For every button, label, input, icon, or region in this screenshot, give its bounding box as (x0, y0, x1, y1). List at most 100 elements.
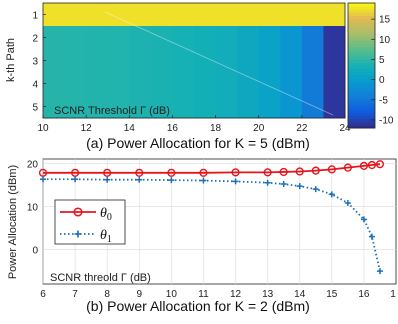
colorbar: 15 10 5 0 -5 -10 (347, 2, 394, 129)
heatmap-cell (323, 95, 346, 119)
colorbar-segment (348, 103, 375, 107)
heatmap-cell (43, 72, 65, 96)
heatmap-x-tick-label: 22 (296, 123, 308, 134)
heatmap-y-ticks: 1 2 3 4 5 (32, 11, 46, 114)
colorbar-segment (348, 18, 375, 23)
heatmap-y-tick-label: 2 (32, 34, 38, 45)
colorbar-segment (348, 68, 375, 73)
heatmap-diagonal (104, 11, 334, 116)
heatmap-cell (301, 72, 324, 96)
data-point-theta1 (312, 186, 319, 193)
legend-marker-theta0 (73, 207, 83, 217)
heatmap-cell (107, 3, 130, 27)
heatmap-cell (258, 49, 281, 73)
colorbar-segment (348, 28, 375, 32)
heatmap-cell (129, 3, 152, 27)
heatmap-cell (107, 95, 130, 119)
colorbar-frame (347, 2, 376, 129)
colorbar-segment (348, 6, 375, 10)
data-point-theta1 (296, 183, 303, 190)
data-point-theta1 (264, 179, 271, 186)
heatmap-y-tick-label: 3 (32, 57, 38, 68)
data-point-theta1 (168, 177, 175, 184)
heatmap-cell (194, 72, 216, 96)
line-x-tick-label: 9 (136, 289, 142, 300)
data-point-theta0 (343, 163, 352, 172)
heatmap-cell (86, 3, 109, 27)
heatmap-cell (86, 49, 109, 73)
heatmap-x-tick-label: 16 (167, 123, 179, 134)
data-point-theta1 (232, 178, 239, 185)
heatmap-cell (258, 95, 281, 119)
heatmap-annotation: SCNR Threshold Γ (dB) (54, 105, 170, 117)
heatmap-cell (107, 49, 130, 73)
heatmap-cell (301, 26, 324, 50)
colorbar-segment (348, 106, 375, 110)
line-y-ticks: 0 10 20 (27, 159, 39, 256)
heatmap-cell (172, 26, 195, 50)
colorbar-segment (348, 15, 375, 20)
line-x-tick-label: 15 (326, 289, 338, 300)
colorbar-tick-label: 0 (379, 75, 385, 86)
heatmap-cell (150, 95, 173, 119)
heatmap-cell (64, 95, 87, 119)
heatmap-cell (237, 26, 260, 50)
line-x-tick-label: 12 (230, 289, 242, 300)
line-grid (42, 159, 396, 284)
heatmap-cell (64, 72, 87, 96)
colorbar-segment (348, 115, 375, 120)
heatmap-cell (86, 26, 109, 50)
colorbar-segment (348, 49, 375, 54)
colorbar-tick-label: 15 (379, 15, 391, 26)
colorbar-segment (348, 121, 375, 126)
data-point-theta0 (375, 160, 385, 169)
heatmap-cell (215, 49, 238, 73)
legend-box (54, 199, 126, 245)
colorbar-segment (348, 84, 375, 88)
heatmap-cell (280, 49, 303, 73)
heatmap-cell (280, 26, 303, 50)
data-point-theta1 (344, 199, 351, 206)
heatmap-cell (43, 26, 65, 50)
legend-marker-theta1 (74, 230, 82, 238)
colorbar-segment (348, 9, 375, 13)
heatmap-cell (64, 49, 87, 73)
heatmap-cell (280, 72, 303, 96)
colorbar-segment (348, 56, 375, 60)
heatmap-cell (323, 72, 346, 96)
data-point-theta0 (295, 167, 304, 176)
line-x-tick-label: 11 (198, 289, 209, 300)
heatmap-cell (129, 72, 152, 96)
colorbar-segment (348, 59, 375, 63)
heatmap-cell (323, 49, 346, 73)
heatmap-x-tick-label: 18 (210, 123, 222, 134)
heatmap-cell (172, 72, 195, 96)
heatmap-cell (150, 49, 173, 73)
heatmap-cell (107, 26, 130, 50)
data-point-theta1 (360, 216, 367, 223)
heatmap-cell (86, 72, 109, 96)
heatmap-cell (280, 95, 303, 119)
colorbar-segment (348, 87, 375, 91)
colorbar-segment (348, 96, 375, 101)
heatmap-y-tick-label: 5 (32, 103, 38, 114)
heatmap-x-tick-label: 20 (253, 123, 265, 134)
data-point-theta0 (263, 168, 272, 177)
colorbar-segment (348, 99, 375, 104)
data-point-theta1 (104, 176, 111, 183)
heatmap-cell (323, 3, 346, 27)
colorbar-segment (348, 81, 375, 85)
heatmap-x-tick-label: 14 (124, 123, 136, 134)
colorbar-segment (348, 3, 375, 7)
colorbar-segment (348, 24, 375, 29)
heatmap-cell (194, 3, 216, 27)
line-x-ticks: 6 7 8 9 10 11 12 13 14 15 16 1 (40, 289, 396, 300)
heatmap-x-tick-label: 10 (37, 123, 49, 134)
data-point-theta1 (280, 181, 287, 187)
colorbar-tick-label: -5 (379, 95, 388, 106)
heatmap-cell (43, 95, 65, 119)
line-y-tick-label: 0 (32, 246, 38, 257)
heatmap-cell (129, 26, 152, 50)
